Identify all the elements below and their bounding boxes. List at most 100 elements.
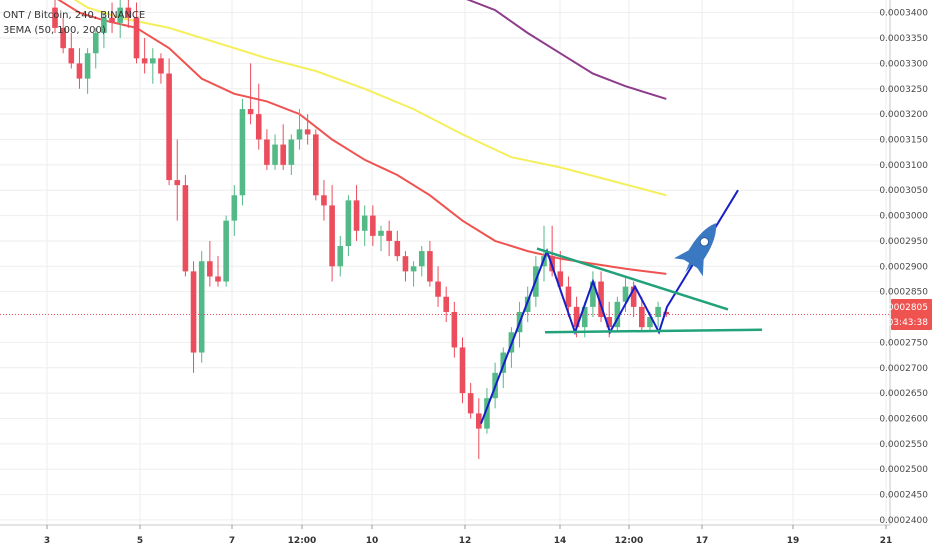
candle — [255, 83, 262, 150]
symbol-title: ONT / Bitcoin, 240, BINANCE — [3, 10, 145, 21]
chart-legend: ONT / Bitcoin, 240, BINANCE 3EMA (50, 10… — [3, 10, 145, 36]
candle — [370, 205, 376, 247]
time-tick-label: 12:00 — [615, 536, 644, 546]
candle-body — [321, 195, 327, 206]
price-axis-labels: 0.0003400 0.0003350 0.0003300 0.0003250 0.00… — [879, 9, 928, 526]
candle-body — [590, 281, 596, 307]
candle — [92, 27, 99, 69]
candle-body — [313, 134, 319, 196]
candle — [598, 271, 604, 323]
candle — [190, 261, 197, 373]
candle-body — [443, 296, 449, 312]
candle-body — [60, 27, 66, 49]
candle — [166, 58, 172, 186]
candle-body — [337, 246, 344, 267]
candle-body — [386, 230, 392, 241]
candle-body — [565, 286, 572, 307]
price-tick-label: 0.0003050 — [879, 186, 928, 196]
candle — [622, 276, 629, 312]
candle-body — [223, 220, 229, 282]
candle — [304, 114, 311, 145]
candle-body — [182, 185, 189, 272]
candle-body — [84, 53, 91, 79]
candle — [614, 296, 621, 333]
candle — [557, 251, 564, 292]
candle — [52, 0, 58, 33]
candle-body — [329, 205, 335, 267]
candle-body — [109, 17, 115, 23]
time-tick-label: 7 — [229, 536, 235, 546]
candle — [476, 398, 482, 460]
candle-body — [394, 240, 401, 257]
price-countdown: 03:43:38 — [888, 318, 929, 328]
candle — [418, 246, 425, 277]
chart-grid — [0, 0, 890, 525]
price-tick-label: 0.0002500 — [879, 465, 928, 475]
price-tick-label: 0.0003000 — [879, 212, 928, 222]
candle-body — [272, 144, 278, 165]
candle — [329, 185, 335, 282]
candle — [639, 296, 645, 333]
candle — [361, 205, 368, 247]
candle — [109, 2, 115, 33]
price-tick-label: 0.0002450 — [879, 491, 928, 501]
price-tick-label: 0.0002700 — [879, 364, 928, 374]
candle-body — [231, 195, 238, 221]
candle — [394, 230, 401, 262]
candle — [223, 215, 229, 287]
candle — [427, 240, 433, 287]
candle-body — [606, 317, 612, 328]
candle — [288, 134, 295, 175]
candle — [378, 225, 384, 252]
price-tick-label: 0.0002550 — [879, 440, 928, 450]
candle — [280, 124, 286, 170]
candle — [435, 266, 441, 307]
candle — [133, 2, 140, 64]
candle — [101, 12, 107, 49]
candle — [467, 382, 474, 419]
price-tick-label: 0.0002850 — [879, 288, 928, 298]
candle-body — [476, 413, 482, 429]
price-tick-label: 0.0003150 — [879, 135, 928, 145]
candle — [353, 185, 360, 241]
candle — [313, 129, 319, 201]
candle — [150, 48, 156, 84]
candle-body — [345, 200, 352, 247]
triangle-upper-line — [536, 247, 729, 311]
candle — [321, 180, 327, 221]
candle-body — [264, 139, 270, 165]
candle-body — [484, 398, 490, 429]
time-tick-label: 17 — [696, 536, 709, 546]
time-tick-label: 19 — [787, 536, 800, 546]
price-tick-label: 0.0002400 — [879, 516, 928, 526]
price-tick-label: 0.0003100 — [879, 161, 928, 171]
price-tick-label: 0.0002600 — [879, 414, 928, 424]
candle-body — [190, 271, 197, 353]
candle-body — [198, 261, 205, 353]
candle — [207, 240, 213, 287]
price-axis[interactable]: 0.0003400 0.0003350 0.0003300 0.0003250 0.00… — [879, 0, 932, 526]
candle — [337, 235, 344, 277]
candle — [239, 98, 246, 206]
candle — [655, 301, 661, 328]
candle-body — [288, 139, 295, 165]
candle — [590, 271, 596, 318]
candle — [296, 109, 303, 150]
candle-body — [402, 256, 409, 272]
candle-body — [92, 32, 99, 54]
candle-body — [370, 215, 376, 236]
candle — [84, 48, 91, 94]
time-axis[interactable]: 3 5 7 12:00 10 12 14 12:00 17 19 21 — [0, 524, 932, 550]
price-tick-label: 0.0002900 — [879, 262, 928, 272]
candle-body — [101, 17, 107, 33]
candle-body — [663, 311, 670, 315]
candle — [272, 134, 278, 170]
candle-body — [150, 58, 156, 64]
candle-body — [573, 306, 580, 328]
candles — [52, 0, 670, 460]
candle — [524, 286, 531, 323]
candle-body — [174, 180, 181, 186]
candle-body — [467, 393, 474, 414]
candle-body — [418, 251, 425, 267]
